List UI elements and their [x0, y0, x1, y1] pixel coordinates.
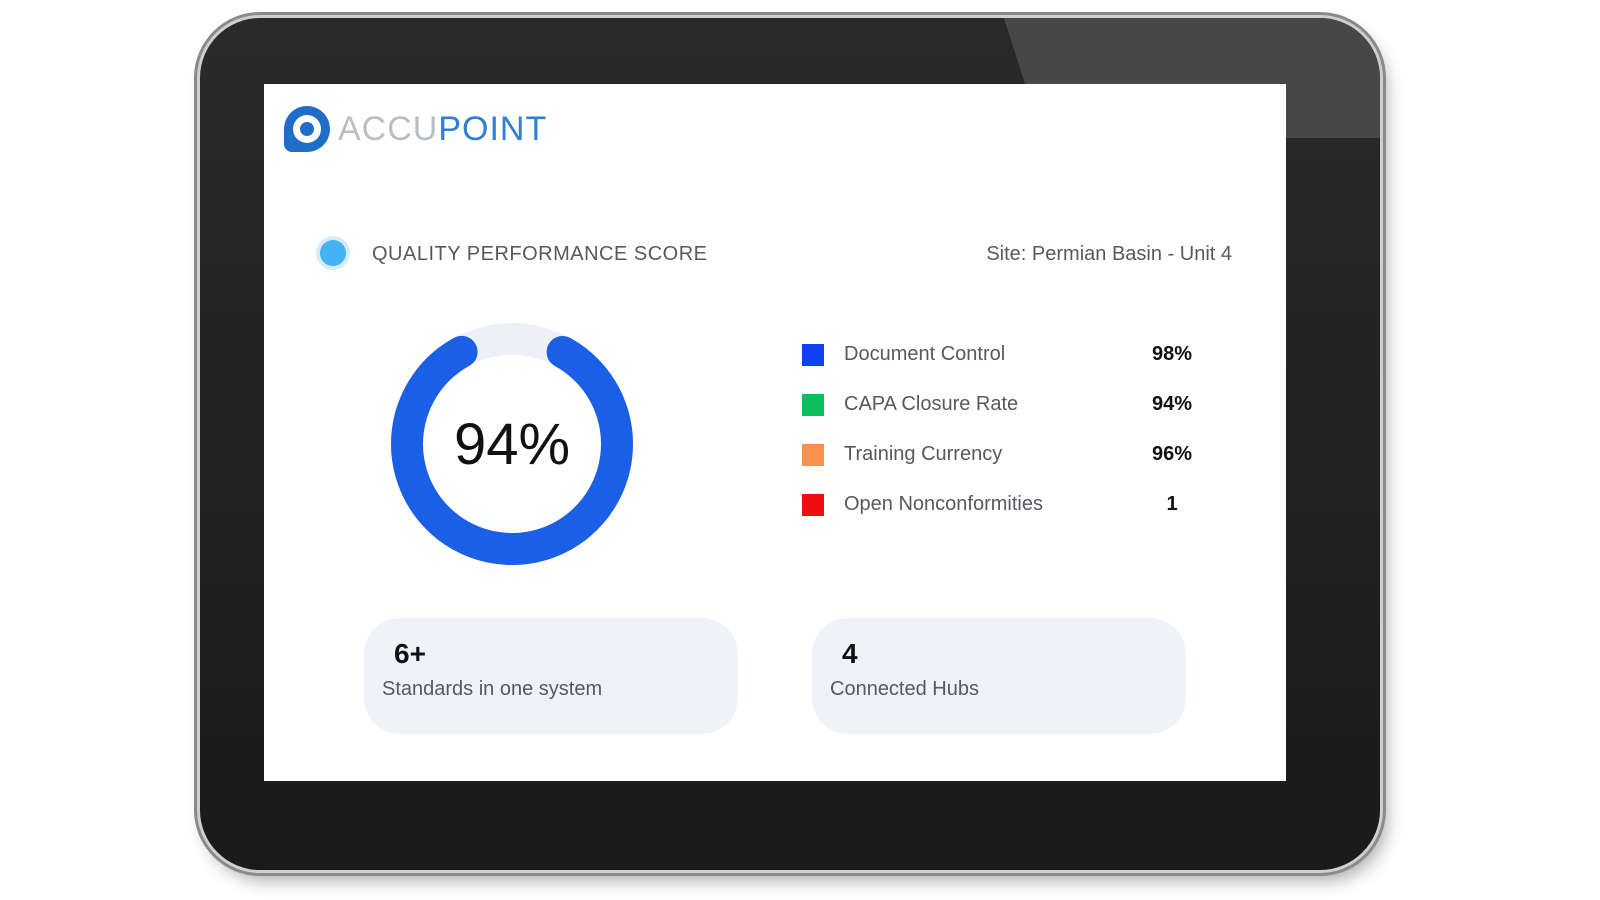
brand-name-part2: POINT	[438, 109, 548, 148]
score-donut: 94%	[390, 322, 634, 566]
score-value: 94%	[453, 411, 571, 477]
card-number: 6+	[394, 638, 426, 669]
status-dot-icon	[320, 240, 346, 266]
metric-row: CAPA Closure Rate 94%	[802, 390, 1212, 440]
accupoint-logo-icon	[284, 106, 330, 152]
metric-label: CAPA Closure Rate	[844, 393, 1019, 415]
metric-label: Training Currency	[844, 443, 1003, 465]
donut-progress-arc	[391, 323, 633, 565]
metric-value: 96%	[1151, 443, 1193, 465]
score-donut-chart	[391, 323, 633, 565]
dashboard-screen: ACCUPOINT QUALITY PERFORMANCE SCORE Site…	[264, 84, 1286, 781]
metric-row: Open Nonconformities 1	[802, 490, 1212, 540]
site-label: Site: Permian Basin - Unit 4	[986, 243, 1232, 265]
tablet-frame: ACCUPOINT QUALITY PERFORMANCE SCORE Site…	[200, 18, 1380, 870]
card-number: 4	[842, 638, 858, 669]
card-label: Connected Hubs	[830, 678, 979, 700]
metric-label: Open Nonconformities	[844, 493, 1043, 515]
score-header: QUALITY PERFORMANCE SCORE Site: Permian …	[320, 240, 1232, 274]
metric-value: 94%	[1151, 393, 1193, 415]
metric-swatch	[802, 344, 824, 366]
metric-swatch	[802, 394, 824, 416]
metric-row: Training Currency 96%	[802, 440, 1212, 490]
hubs-card[interactable]: 4 Connected Hubs	[812, 618, 1186, 734]
metric-swatch	[802, 494, 824, 516]
metric-value: 1	[1166, 493, 1178, 515]
metrics-list: Document Control 98% CAPA Closure Rate 9…	[802, 340, 1212, 540]
score-title: QUALITY PERFORMANCE SCORE	[372, 243, 708, 265]
card-label: Standards in one system	[382, 678, 603, 700]
standards-card[interactable]: 6+ Standards in one system	[364, 618, 738, 734]
metric-row: Document Control 98%	[802, 340, 1212, 390]
brand-logo[interactable]: ACCUPOINT	[284, 106, 547, 152]
metric-value: 98%	[1151, 343, 1193, 365]
metric-label: Document Control	[844, 343, 1006, 365]
brand-name-part1: ACCU	[338, 109, 439, 148]
metric-swatch	[802, 444, 824, 466]
brand-name: ACCUPOINT	[338, 110, 547, 149]
